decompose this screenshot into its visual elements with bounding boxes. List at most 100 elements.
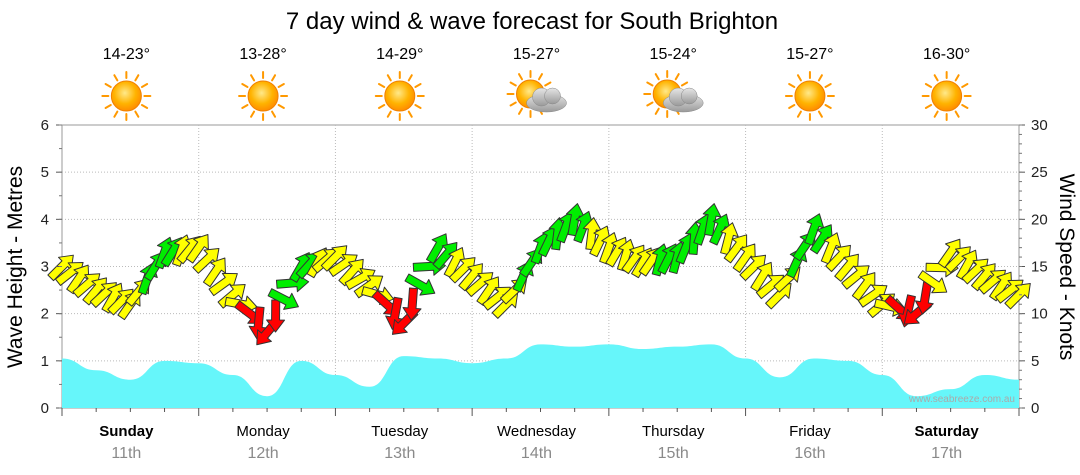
x-axis-days: Sunday 11th Monday 12th Tuesday 13th Wednesday… — [61, 408, 1020, 462]
wave-height-area — [62, 344, 1019, 408]
temperature-range: 14-23° — [103, 46, 150, 63]
sun-ray — [954, 110, 960, 118]
day-date-label: 13th — [384, 445, 415, 462]
y-right-tick-label: 30 — [1031, 117, 1048, 134]
day-name-label: Wednesday — [497, 423, 576, 440]
sun-ray — [518, 107, 523, 115]
wind-arrow-shape — [404, 273, 436, 296]
sun-ray — [933, 110, 939, 118]
sun-ray — [538, 73, 543, 81]
sun-ray — [544, 81, 552, 87]
sun-ray — [113, 74, 119, 82]
sun-ray — [646, 101, 654, 107]
sun-cloud-icon — [506, 70, 567, 118]
wind-arrow — [404, 273, 436, 296]
y-left-tick-label: 2 — [41, 306, 49, 323]
sun-ray — [378, 104, 386, 109]
wind-arrow — [202, 257, 226, 288]
temperature-range: 15-27° — [513, 46, 560, 63]
wind-arrow-shape — [402, 287, 422, 321]
wind-arrow-shape — [202, 257, 226, 288]
sun-ray — [954, 74, 960, 82]
wind-arrow-shape — [353, 275, 384, 299]
sun-ray — [961, 104, 969, 109]
sun-disc — [247, 80, 279, 112]
sun-ray — [654, 107, 660, 115]
sun-ray — [241, 83, 249, 88]
sun-ray — [271, 74, 277, 82]
sun-ray — [134, 110, 140, 118]
sun-ray — [140, 104, 149, 109]
sun-disc — [794, 80, 826, 112]
y-right-tick-label: 25 — [1031, 164, 1048, 181]
wind-arrow-shape — [267, 288, 299, 310]
day-name-label: Tuesday — [371, 423, 428, 440]
chart-title: 7 day wind & wave forecast for South Bri… — [286, 8, 778, 35]
y-left-tick-label: 5 — [41, 164, 49, 181]
wind-arrow — [702, 203, 722, 237]
sun-ray — [924, 83, 933, 88]
y-axis-left: 0 1 2 3 4 5 6 — [41, 117, 62, 417]
sun-ray — [277, 83, 285, 88]
wind-arrow-shape — [702, 203, 722, 237]
sun-ray — [680, 81, 689, 87]
sun-ray — [924, 104, 933, 109]
sun-ray — [646, 81, 654, 87]
sun-ray — [933, 74, 939, 82]
day-date-label: 11th — [111, 445, 141, 462]
sun-ray — [509, 81, 517, 87]
y-left-tick-label: 1 — [41, 353, 49, 370]
wind-arrow-shape — [1004, 282, 1031, 310]
day-forecast-headers: 14-23° 13-28° 14-29° 15-27° 15-24° 15-27° 16-3… — [101, 46, 972, 121]
sun-ray — [824, 104, 832, 109]
sun-ray — [271, 110, 277, 118]
day-date-label: 14th — [521, 445, 552, 462]
day-name-label: Thursday — [642, 423, 705, 440]
sun-icon — [921, 71, 972, 121]
day-name-label: Monday — [236, 423, 290, 440]
y-right-tick-label: 10 — [1031, 306, 1048, 323]
sun-ray — [674, 73, 680, 81]
y-axis-right-title: Wind Speed - Knots — [1055, 174, 1078, 361]
sun-ray — [824, 83, 832, 88]
sun-ray — [104, 104, 112, 109]
cloud-puff — [680, 87, 698, 105]
sun-ray — [277, 104, 285, 109]
temperature-range: 13-28° — [239, 46, 286, 63]
sun-ray — [518, 73, 523, 81]
y-right-tick-label: 0 — [1031, 400, 1039, 417]
y-left-tick-label: 0 — [41, 400, 49, 417]
y-right-tick-label: 5 — [1031, 353, 1039, 370]
temperature-range: 15-27° — [786, 46, 833, 63]
day-date-label: 15th — [658, 445, 689, 462]
sun-ray — [113, 110, 119, 118]
day-name-label: Friday — [789, 423, 831, 440]
y-right-tick-label: 20 — [1031, 211, 1048, 228]
y-axis-left-title: Wave Height - Metres — [4, 166, 27, 368]
sun-ray — [414, 104, 422, 109]
watermark: www.seabreeze.com.au — [908, 394, 1015, 405]
y-left-tick-label: 6 — [41, 117, 49, 134]
day-date-label: 17th — [931, 445, 962, 462]
sun-icon — [374, 71, 425, 121]
sun-ray — [788, 104, 796, 109]
temperature-range: 14-29° — [376, 46, 423, 63]
sun-ray — [241, 104, 249, 109]
wind-arrow — [720, 222, 739, 256]
wind-arrow-shape — [185, 234, 209, 264]
sun-icon — [238, 71, 289, 121]
sun-ray — [140, 83, 149, 88]
sun-ray — [386, 74, 392, 82]
y-left-tick-label: 3 — [41, 259, 49, 276]
sun-ray — [509, 101, 517, 107]
sun-disc — [384, 80, 416, 112]
cloud-icon — [662, 87, 704, 113]
sun-ray — [817, 110, 823, 118]
day-name-label: Sunday — [99, 423, 154, 440]
wind-arrow — [1004, 282, 1031, 310]
day-date-label: 16th — [794, 445, 825, 462]
wave-area — [62, 344, 1019, 408]
sun-icon — [101, 71, 152, 121]
wind-arrow — [917, 270, 948, 294]
